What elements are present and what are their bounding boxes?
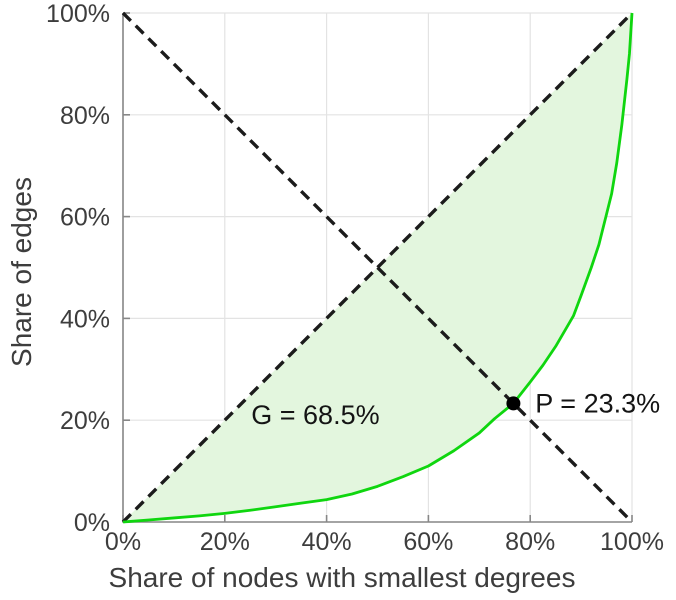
y-tick-label: 80% bbox=[60, 102, 110, 130]
x-tick-label: 20% bbox=[200, 528, 250, 556]
y-axis-title: Share of edges bbox=[6, 177, 37, 367]
x-tick-label: 40% bbox=[302, 528, 352, 556]
x-tick-label: 80% bbox=[505, 528, 555, 556]
p-label: P = 23.3% bbox=[535, 388, 660, 418]
x-tick-label: 0% bbox=[105, 528, 141, 556]
x-axis-title: Share of nodes with smallest degrees bbox=[108, 562, 576, 593]
gini-area-region bbox=[123, 13, 632, 522]
lorenz-curve-line bbox=[122, 12, 634, 524]
x-tick-label: 100% bbox=[600, 528, 664, 556]
x-tick-label: 60% bbox=[403, 528, 453, 556]
y-tick-label: 60% bbox=[60, 204, 110, 232]
intersection-point-marker bbox=[506, 396, 521, 411]
y-tick-label: 100% bbox=[46, 0, 110, 28]
anti-diagonal-line bbox=[121, 11, 634, 524]
y-tick-label: 20% bbox=[60, 407, 110, 435]
gini-label: G = 68.5% bbox=[251, 400, 379, 430]
equality-diagonal-line bbox=[121, 11, 634, 524]
y-tick-label: 40% bbox=[60, 305, 110, 333]
y-tick-label: 0% bbox=[74, 509, 110, 537]
